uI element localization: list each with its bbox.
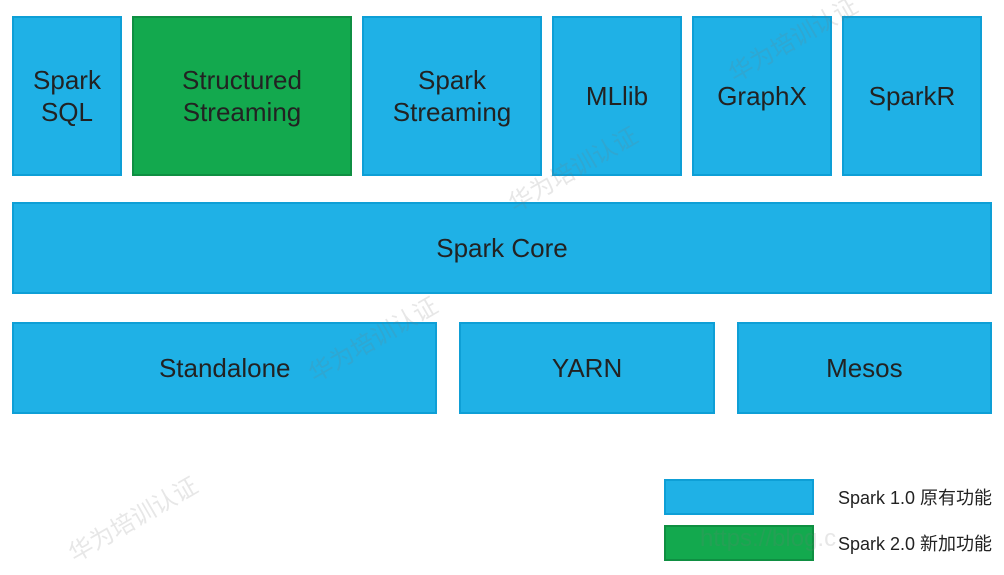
legend-swatch-green <box>664 525 814 561</box>
legend-item-2: Spark 2.0 新加功能 <box>664 525 992 561</box>
box-spark-core: Spark Core <box>12 202 992 294</box>
box-spark-sql: SparkSQL <box>12 16 122 176</box>
legend-label-2: Spark 2.0 新加功能 <box>838 530 992 556</box>
box-graphx: GraphX <box>692 16 832 176</box>
top-row: SparkSQL StructuredStreaming SparkStream… <box>12 16 992 176</box>
box-standalone: Standalone <box>12 322 437 414</box>
bottom-row: Standalone YARN Mesos <box>12 322 992 414</box>
box-mesos: Mesos <box>737 322 992 414</box>
legend-label-1: Spark 1.0 原有功能 <box>838 484 992 510</box>
watermark-text: 华为培训认证 <box>61 466 203 568</box>
box-sparkr: SparkR <box>842 16 982 176</box>
box-mllib: MLlib <box>552 16 682 176</box>
legend-item-1: Spark 1.0 原有功能 <box>664 479 992 515</box>
box-spark-streaming: SparkStreaming <box>362 16 542 176</box>
box-structured-streaming: StructuredStreaming <box>132 16 352 176</box>
legend-swatch-blue <box>664 479 814 515</box>
box-yarn: YARN <box>459 322 714 414</box>
legend: Spark 1.0 原有功能 Spark 2.0 新加功能 <box>664 469 992 561</box>
middle-row: Spark Core <box>12 202 992 294</box>
